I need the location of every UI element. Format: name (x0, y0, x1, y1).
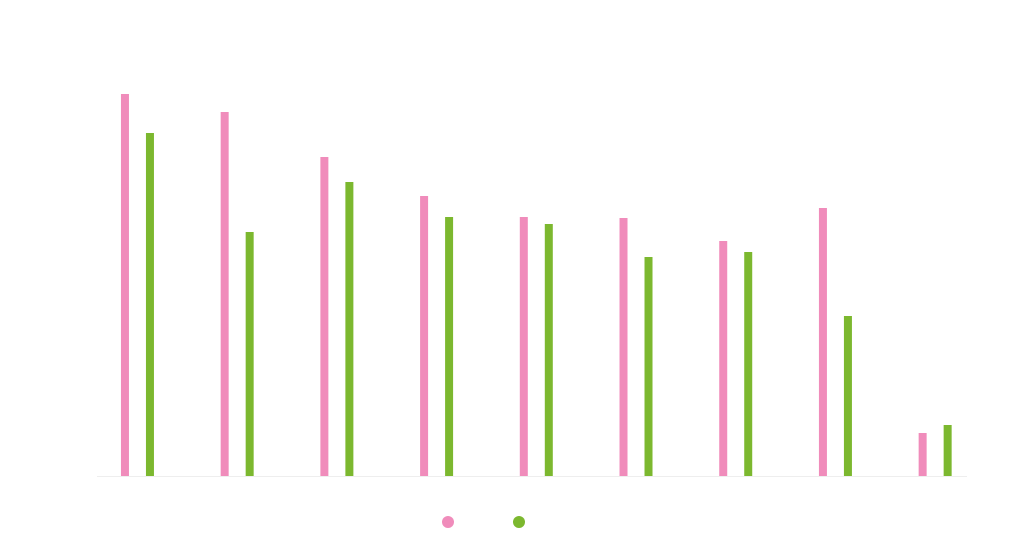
bar (818, 208, 827, 476)
bar (719, 241, 728, 476)
bar (843, 316, 852, 476)
bar (145, 133, 154, 476)
bar (120, 94, 129, 476)
bar (544, 224, 553, 476)
bar (519, 217, 528, 476)
bar (245, 232, 254, 476)
bar (345, 182, 354, 476)
bar (644, 257, 653, 476)
bar (445, 217, 454, 476)
legend-marker (513, 516, 525, 528)
bar (943, 425, 952, 476)
legend-marker (442, 516, 454, 528)
bar (744, 252, 753, 476)
bar (320, 157, 329, 476)
bar (220, 112, 229, 476)
bar (619, 218, 628, 476)
bar (420, 196, 429, 476)
bar (918, 433, 927, 476)
